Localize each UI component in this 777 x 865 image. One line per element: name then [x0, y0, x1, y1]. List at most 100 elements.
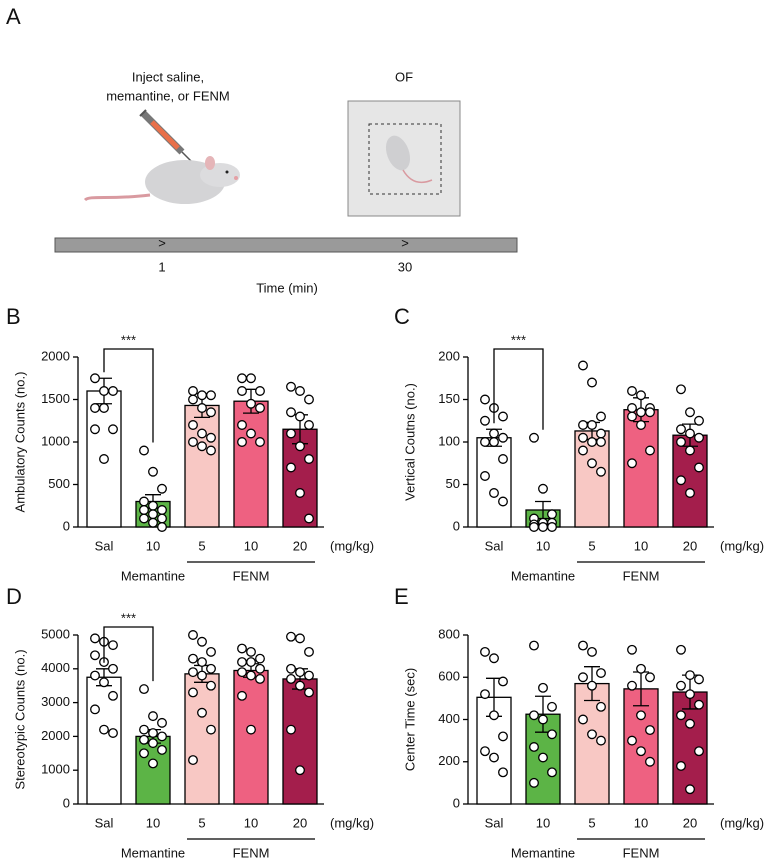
y-axis-label: Ambulatory Counts (no.) — [12, 372, 27, 513]
data-point — [578, 445, 588, 456]
data-point — [587, 437, 597, 447]
data-point — [304, 646, 314, 657]
data-point — [578, 714, 588, 725]
time-label: Time (min) — [256, 280, 318, 295]
data-point — [108, 386, 118, 396]
chart: 0 50 100 150 200 Vertical Coutns (no.) Sal 10 5 1… — [402, 332, 764, 583]
bar — [184, 404, 220, 528]
data-point — [157, 717, 167, 728]
y-axis-label: Stereotypic Counts (no.) — [12, 649, 27, 789]
y-tick-label: 1000 — [41, 762, 70, 777]
x-tick-label: Sal — [485, 815, 504, 830]
data-point — [694, 674, 704, 685]
y-tick-label: 0 — [63, 518, 70, 533]
group-label: FENM — [623, 568, 660, 583]
data-point — [139, 684, 149, 695]
data-point — [676, 680, 686, 691]
data-point — [246, 657, 256, 667]
data-point — [90, 424, 100, 435]
data-point — [627, 680, 637, 691]
panel-letter: C — [394, 304, 410, 329]
data-point — [685, 689, 695, 700]
data-point — [108, 640, 118, 651]
timepoint-label: 1 — [158, 259, 165, 274]
data-point — [676, 644, 686, 655]
data-point — [188, 420, 198, 430]
data-point — [295, 441, 305, 452]
data-point — [148, 711, 158, 722]
data-point — [676, 761, 686, 771]
x-tick-label: 10 — [244, 538, 258, 553]
data-point — [188, 386, 198, 396]
center-zone — [368, 123, 442, 195]
rat — [83, 156, 240, 204]
data-point — [286, 631, 296, 642]
data-point — [538, 752, 548, 763]
data-point — [206, 680, 216, 691]
data-point — [188, 630, 198, 640]
data-point — [587, 458, 597, 469]
data-point — [90, 670, 100, 681]
data-point — [139, 445, 149, 456]
data-point — [694, 432, 704, 443]
data-point — [108, 728, 118, 738]
x-tick-label: 5 — [198, 815, 205, 830]
data-point — [489, 488, 499, 498]
data-point — [547, 767, 557, 778]
data-point — [139, 496, 149, 507]
data-point — [139, 734, 149, 745]
data-point — [206, 390, 216, 401]
panel-letter: B — [6, 304, 21, 329]
group-label: FENM — [623, 845, 660, 860]
x-tick-label: 10 — [536, 538, 550, 553]
data-point — [596, 701, 606, 712]
data-point — [489, 428, 499, 439]
y-tick-label: 500 — [48, 476, 70, 491]
chart: 0 500 1000 1500 2000 Ambulatory Counts (no.) S… — [12, 332, 374, 583]
data-point — [188, 437, 198, 447]
data-point — [255, 673, 265, 684]
data-point — [694, 462, 704, 473]
data-point — [108, 663, 118, 674]
data-point — [685, 670, 695, 681]
panel-letter: D — [6, 584, 22, 609]
data-point — [206, 663, 216, 674]
data-point — [578, 420, 588, 430]
data-point — [99, 677, 109, 688]
significance-bracket — [103, 626, 154, 682]
data-point — [246, 428, 256, 439]
y-axis-label: Center Time (sec) — [402, 668, 417, 771]
y-tick-label: 600 — [438, 669, 460, 684]
data-point — [206, 432, 216, 443]
data-point — [578, 672, 588, 683]
data-point — [237, 667, 247, 678]
data-point — [578, 432, 588, 443]
data-point — [498, 432, 508, 443]
test-label: OF — [395, 69, 413, 84]
x-tick-label: 10 — [634, 538, 648, 553]
data-point — [304, 454, 314, 464]
data-point — [480, 689, 490, 700]
bar — [233, 669, 269, 805]
data-point — [596, 735, 606, 746]
data-point — [529, 432, 539, 443]
group-label: FENM — [233, 568, 270, 583]
data-point — [627, 386, 637, 396]
data-point — [587, 680, 597, 691]
data-point — [596, 411, 606, 422]
data-point — [90, 403, 100, 413]
data-point — [197, 428, 207, 439]
data-point — [188, 394, 198, 405]
data-point — [636, 746, 646, 757]
data-point — [188, 755, 198, 766]
data-point — [286, 663, 296, 674]
timeline — [54, 237, 518, 253]
x-tick-label: 10 — [146, 815, 160, 830]
x-tick-label: 5 — [198, 538, 205, 553]
data-point — [538, 714, 548, 725]
data-point — [295, 386, 305, 396]
data-point — [480, 746, 490, 757]
inject-label: memantine, or FENM — [106, 88, 230, 103]
data-point — [304, 394, 314, 405]
